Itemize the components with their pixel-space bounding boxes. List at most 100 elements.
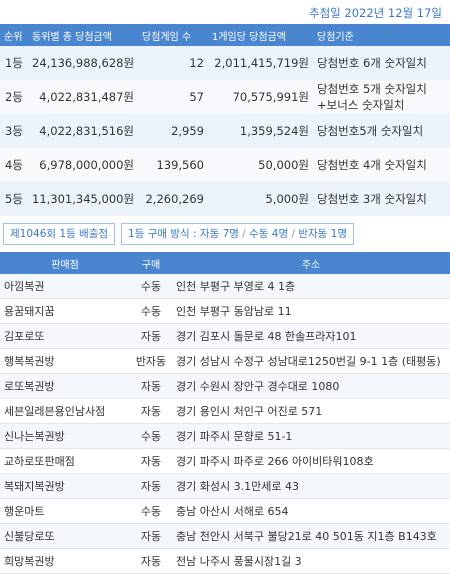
store-cell: 수동 [130,274,172,299]
prize-cell: 2,260,269 [138,182,208,216]
store-row: 아낌복권 수동 인천 부평구 부영로 4 1층 [0,274,450,299]
column-header: 구매 [130,252,172,274]
store-cell: 경기 성남시 수정구 성남대로1250번길 9-1 1층 (태평동) [172,348,450,374]
column-header: 당첨기준 [313,24,450,46]
store-cell: 수동 [130,423,172,449]
separator: / [288,228,299,240]
store-row: 희망복권방 자동 전남 나주시 풍물시장1길 3 [0,548,450,574]
store-cell: 경기 김포시 돌문로 48 한솔프라자101 [172,323,450,349]
column-header: 동위별 총 당첨금액 [28,24,138,46]
store-cell: 자동 [130,448,172,474]
store-cell: 자동 [130,473,172,499]
purchase-method: 1등 구매 방식 : 자동 7명 / 수동 4명 / 반자동 1명 [121,223,355,245]
prize-row: 2등 4,022,831,487원 57 70,575,991원 당첨번호 5개 숫자일… [0,80,450,114]
winners-button[interactable]: 제1046회 1등 배출점 [3,223,116,245]
store-cell: 신불당로또 [0,523,130,549]
store-cell: 복돼지복권방 [0,473,130,499]
criteria-line: 당첨번호 6개 숫자일치 [317,56,427,70]
prize-cell: 1,359,524원 [208,114,313,148]
store-cell: 경기 파주시 파주로 266 아이비타워108호 [172,448,450,474]
store-cell: 자동 [130,323,172,349]
store-cell: 교하로또판매점 [0,448,130,474]
store-cell: 전남 나주시 풍물시장1길 3 [172,548,450,574]
criteria-cell: 당첨번호5개 숫자일치 [313,114,450,148]
store-row: 복돼지복권방 자동 경기 화성시 3.1만세로 43 [0,473,450,499]
prize-row: 1등 24,136,988,628원 12 2,011,415,719원 당첨번호 6개… [0,46,450,80]
store-row: 교하로또판매점 자동 경기 파주시 파주로 266 아이비타워108호 [0,448,450,474]
separator: / [238,228,250,240]
store-row: 로또복권방 자동 경기 수원시 장안구 경수대로 1080 [0,373,450,399]
method-item: 자동 7명 [199,228,239,240]
store-cell: 충남 천안시 서북구 불당21로 40 501동 지1층 B143호 [172,523,450,549]
store-cell: 경기 용인시 처인구 어진로 571 [172,398,450,424]
store-cell: 충남 아산시 서해로 654 [172,498,450,524]
criteria-line: 당첨번호5개 숫자일치 [317,124,424,138]
method-item: 수동 4명 [249,228,289,240]
column-header: 1게임당 당첨금액 [208,24,313,46]
column-header: 순위 [0,24,28,46]
prize-cell: 6,978,000,000원 [28,148,138,182]
prize-row: 4등 6,978,000,000원 139,560 50,000원 당첨번호 4개 숫자… [0,148,450,182]
store-table: 판매점 구매 주소 아낌복권 수동 인천 부평구 부영로 4 1층 용꿈돼지꿈 수동 인천 부평… [0,252,450,574]
prize-cell: 4등 [0,148,28,182]
column-header: 주소 [172,252,450,274]
store-cell: 신나는복권방 [0,423,130,449]
store-cell: 경기 파주시 문향로 51-1 [172,423,450,449]
prize-cell: 139,560 [138,148,208,182]
store-cell: 인천 부평구 동암남로 11 [172,298,450,324]
store-cell: 용꿈돼지꿈 [0,298,130,324]
criteria-cell: 당첨번호 5개 숫자일치 +보너스 숫자일치 [313,80,450,114]
prize-table: 순위 동위별 총 당첨금액 당첨게임 수 1게임당 당첨금액 당첨기준 1등 24,136,… [0,24,450,216]
criteria-line: 당첨번호 5개 숫자일치 [317,82,427,96]
store-row: 행복복권방 반자동 경기 성남시 수정구 성남대로1250번길 9-1 1층 (태평… [0,348,450,374]
store-cell: 희망복권방 [0,548,130,574]
criteria-line: 당첨번호 4개 숫자일치 [317,158,427,172]
prize-cell: 1등 [0,46,28,80]
store-row: 용꿈돼지꿈 수동 인천 부평구 동암남로 11 [0,298,450,324]
prize-cell: 2,959 [138,114,208,148]
prize-cell: 24,136,988,628원 [28,46,138,80]
store-row: 신불당로또 자동 충남 천안시 서북구 불당21로 40 501동 지1층 B143… [0,523,450,549]
criteria-cell: 당첨번호 6개 숫자일치 [313,46,450,80]
store-cell: 행운마트 [0,498,130,524]
criteria-line: 당첨번호 3개 숫자일치 [317,192,427,206]
prize-cell: 11,301,345,000원 [28,182,138,216]
store-cell: 자동 [130,548,172,574]
store-cell: 경기 수원시 장안구 경수대로 1080 [172,373,450,399]
store-cell: 인천 부평구 부영로 4 1층 [172,274,450,299]
method-label: 1등 구매 방식 : [128,228,197,240]
prize-cell: 4,022,831,487원 [28,80,138,114]
store-cell: 반자동 [130,348,172,374]
criteria-line: +보너스 숫자일치 [317,98,405,112]
store-cell: 행복복권방 [0,348,130,374]
draw-date: 추첨일 2022년 12월 17일 [309,6,442,20]
button-bar: 제1046회 1등 배출점 1등 구매 방식 : 자동 7명 / 수동 4명 /… [0,216,450,252]
criteria-cell: 당첨번호 3개 숫자일치 [313,182,450,216]
prize-row: 5등 11,301,345,000원 2,260,269 5,000원 당첨번호 3개 … [0,182,450,216]
store-cell: 경기 화성시 3.1만세로 43 [172,473,450,499]
method-item: 반자동 1명 [298,228,348,240]
store-row: 행운마트 수동 충남 아산시 서해로 654 [0,498,450,524]
store-cell: 자동 [130,373,172,399]
store-cell: 자동 [130,398,172,424]
prize-cell: 50,000원 [208,148,313,182]
prize-row: 3등 4,022,831,516원 2,959 1,359,524원 당첨번호5개 숫자… [0,114,450,148]
store-cell: 로또복권방 [0,373,130,399]
store-cell: 김포로또 [0,323,130,349]
store-row: 세븐일레븐용인남사점 자동 경기 용인시 처인구 어진로 571 [0,398,450,424]
store-cell: 수동 [130,498,172,524]
column-header: 판매점 [0,252,130,274]
column-header: 당첨게임 수 [138,24,208,46]
prize-cell: 2등 [0,80,28,114]
store-row: 신나는복권방 수동 경기 파주시 문향로 51-1 [0,423,450,449]
prize-cell: 3등 [0,114,28,148]
prize-cell: 57 [138,80,208,114]
criteria-cell: 당첨번호 4개 숫자일치 [313,148,450,182]
prize-cell: 5등 [0,182,28,216]
store-row: 김포로또 자동 경기 김포시 돌문로 48 한솔프라자101 [0,323,450,349]
prize-cell: 2,011,415,719원 [208,46,313,80]
store-cell: 자동 [130,523,172,549]
prize-cell: 5,000원 [208,182,313,216]
store-cell: 아낌복권 [0,274,130,299]
